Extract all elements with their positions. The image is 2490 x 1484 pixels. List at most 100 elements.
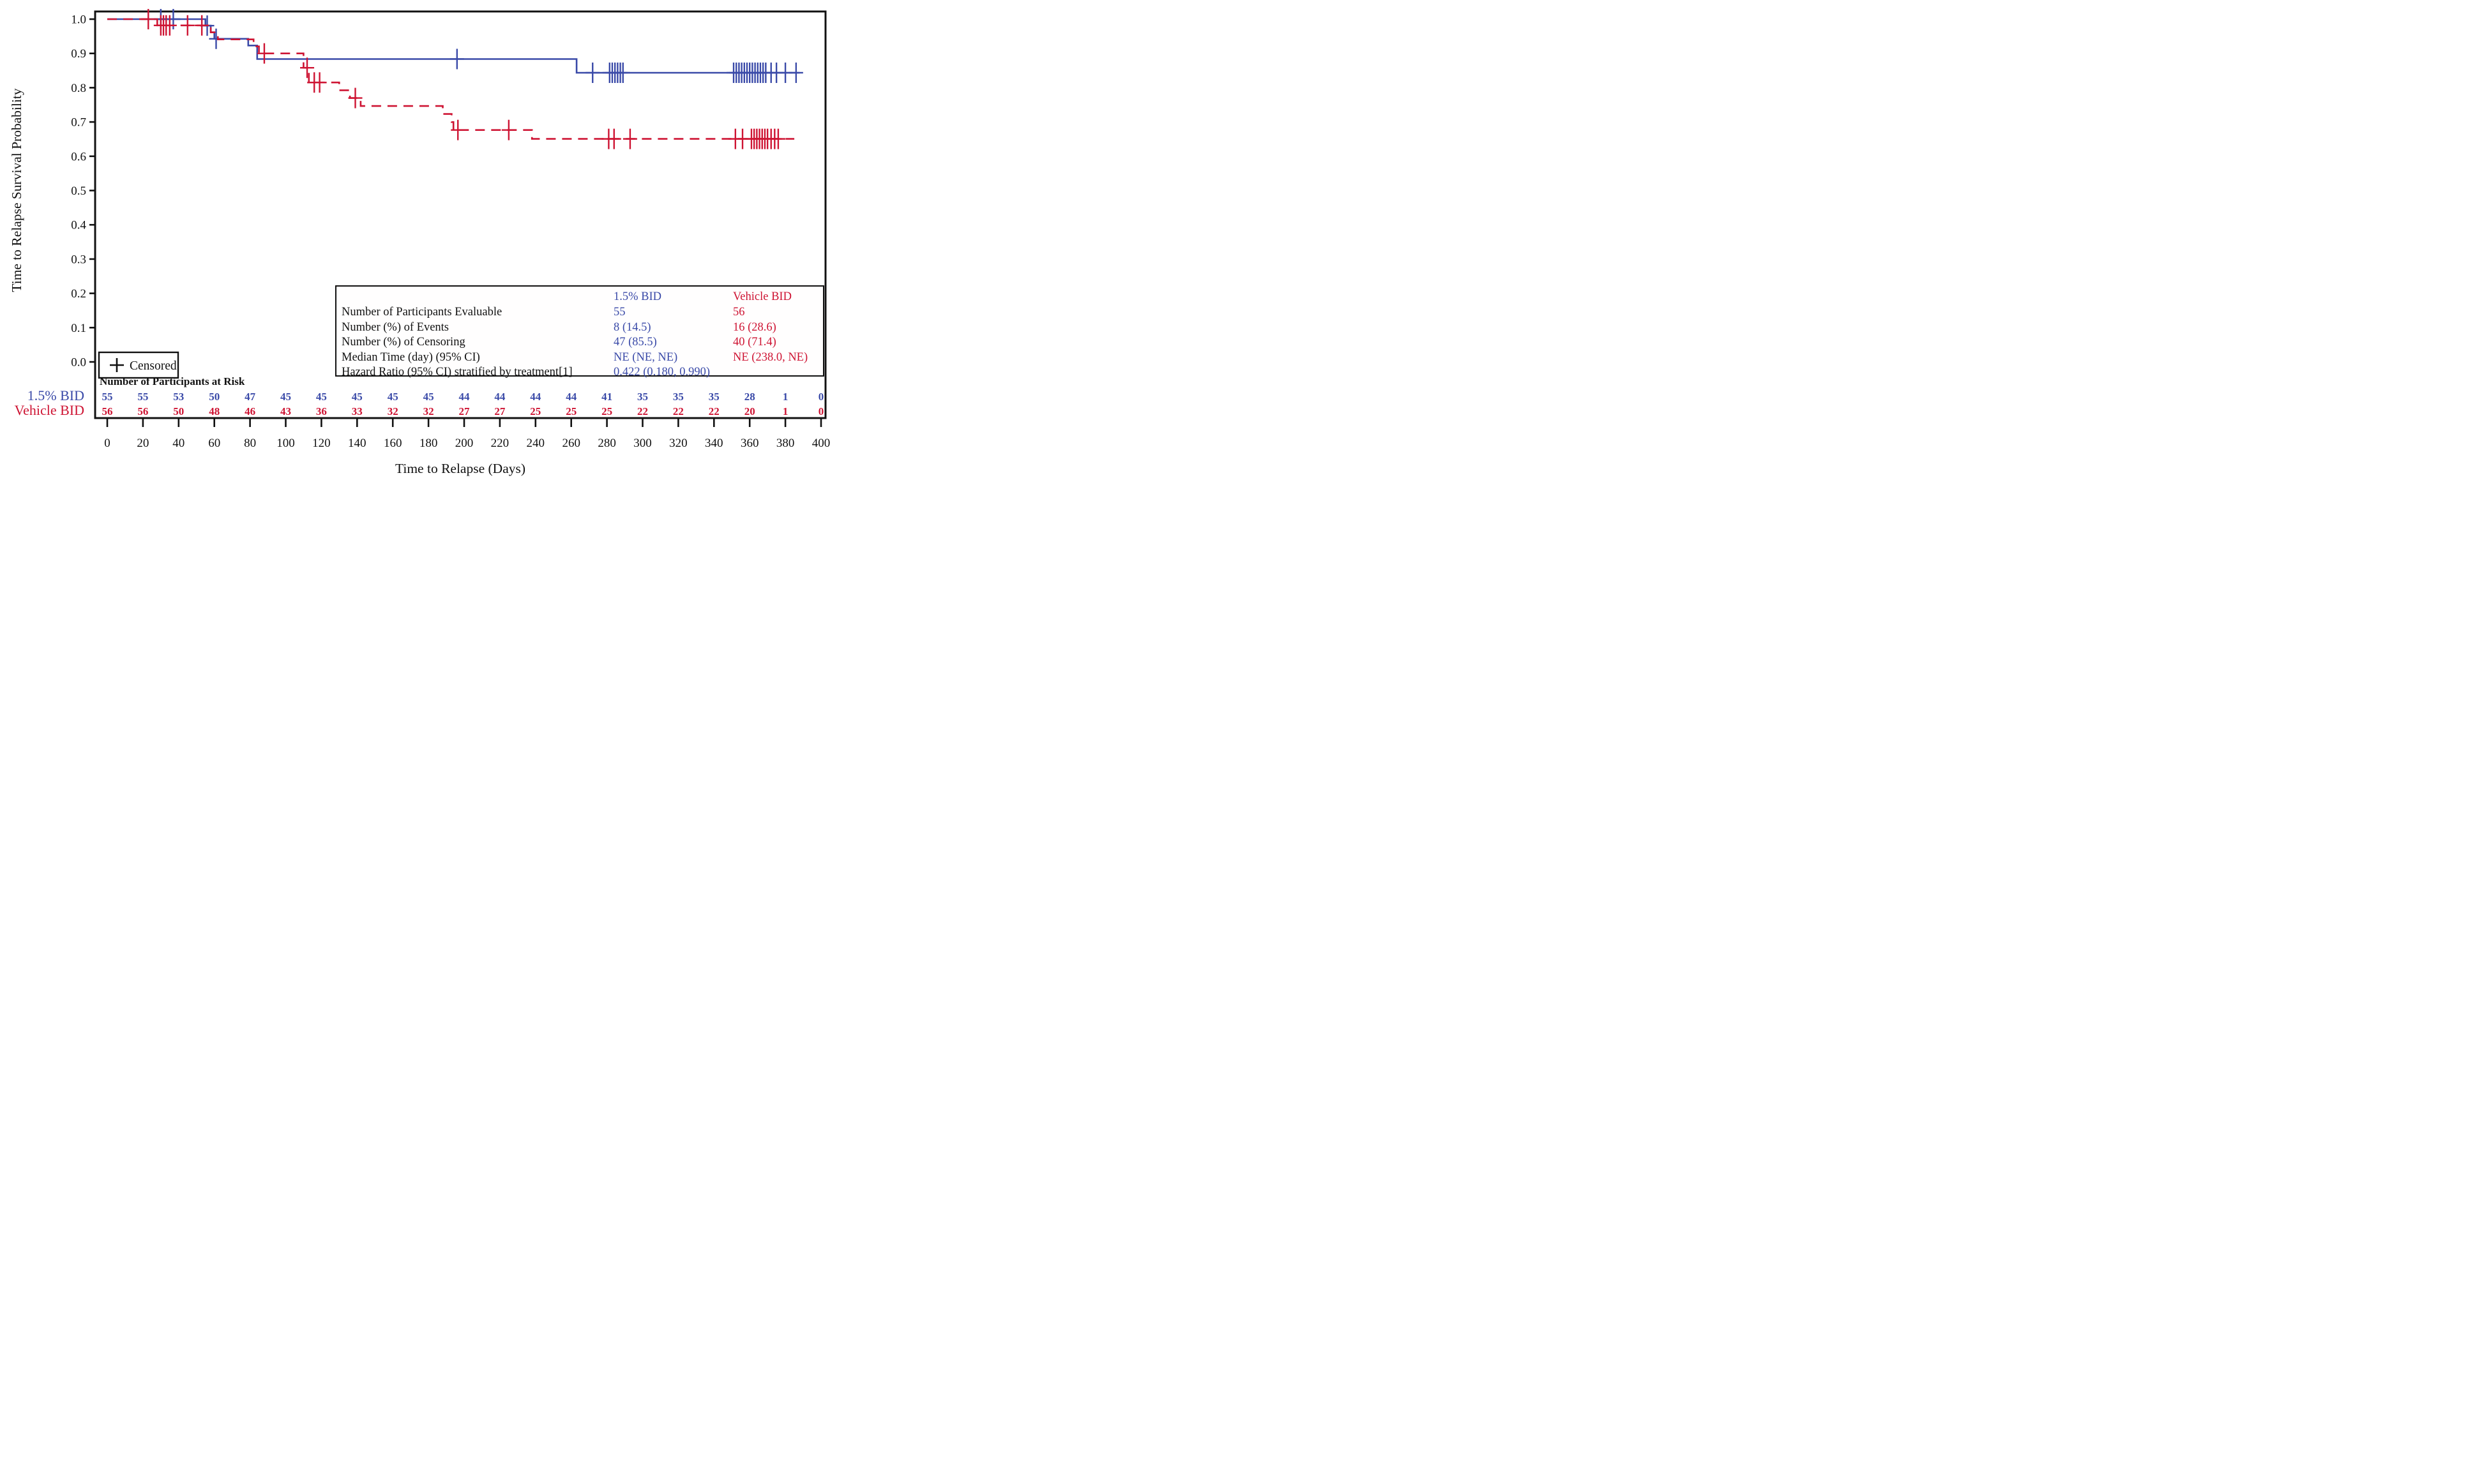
stats-value: NE (NE, NE) bbox=[614, 350, 678, 364]
x-tick-label: 40 bbox=[172, 437, 185, 450]
at-risk-value: 44 bbox=[494, 391, 506, 403]
x-tick-label: 160 bbox=[384, 437, 402, 450]
x-tick-label: 220 bbox=[491, 437, 509, 450]
at-risk-value: 22 bbox=[673, 405, 684, 417]
at-risk-value: 35 bbox=[637, 391, 648, 403]
at-risk-value: 1 bbox=[783, 405, 788, 417]
y-tick-label: 0.5 bbox=[71, 184, 86, 198]
at-risk-value: 45 bbox=[423, 391, 434, 403]
at-risk-value: 45 bbox=[352, 391, 363, 403]
at-risk-value: 53 bbox=[173, 391, 184, 403]
y-tick-label: 0.7 bbox=[71, 116, 86, 130]
at-risk-value: 50 bbox=[173, 405, 184, 417]
x-tick-label: 360 bbox=[741, 437, 759, 450]
at-risk-value: 55 bbox=[137, 391, 148, 403]
at-risk-row-label: 1.5% BID bbox=[27, 387, 84, 403]
y-tick-label: 0.3 bbox=[71, 253, 86, 266]
at-risk-value: 43 bbox=[280, 405, 291, 417]
at-risk-value: 22 bbox=[709, 405, 720, 417]
x-tick-label: 300 bbox=[633, 437, 652, 450]
km-curve-vehicle bbox=[107, 18, 795, 140]
at-risk-value: 44 bbox=[459, 391, 471, 403]
at-risk-value: 36 bbox=[316, 405, 327, 417]
y-axis-title: Time to Relapse Survival Probability bbox=[9, 88, 24, 292]
at-risk-value: 50 bbox=[209, 391, 220, 403]
x-tick-label: 340 bbox=[705, 437, 723, 450]
stats-header-treatment: 1.5% BID bbox=[614, 290, 662, 303]
stats-value: 47 (85.5) bbox=[614, 336, 657, 349]
stats-row-label: Number (%) of Censoring bbox=[342, 336, 465, 349]
x-axis-title: Time to Relapse (Days) bbox=[395, 461, 525, 476]
at-risk-value: 27 bbox=[459, 405, 471, 417]
stats-value: 40 (71.4) bbox=[733, 336, 776, 349]
at-risk-value: 47 bbox=[245, 391, 256, 403]
x-tick-label: 260 bbox=[562, 437, 580, 450]
at-risk-value: 44 bbox=[530, 391, 541, 403]
at-risk-value: 25 bbox=[566, 405, 577, 417]
y-tick-label: 0.6 bbox=[71, 150, 86, 163]
y-tick-label: 0.0 bbox=[71, 356, 86, 370]
x-tick-label: 60 bbox=[208, 437, 220, 450]
at-risk-value: 32 bbox=[423, 405, 434, 417]
x-tick-label: 140 bbox=[348, 437, 366, 450]
at-risk-value: 33 bbox=[352, 405, 363, 417]
at-risk-value: 45 bbox=[388, 391, 398, 403]
y-tick-label: 1.0 bbox=[71, 13, 86, 27]
stats-row-label: Number (%) of Events bbox=[342, 320, 449, 334]
stats-value: 55 bbox=[614, 306, 626, 319]
stats-value: 56 bbox=[733, 306, 745, 319]
y-tick-label: 0.1 bbox=[71, 322, 86, 335]
x-tick-label: 120 bbox=[312, 437, 331, 450]
at-risk-value: 35 bbox=[709, 391, 720, 403]
at-risk-value: 46 bbox=[245, 405, 255, 417]
at-risk-value: 48 bbox=[209, 405, 220, 417]
x-tick-label: 400 bbox=[812, 437, 830, 450]
at-risk-value: 41 bbox=[601, 391, 612, 403]
y-tick-label: 0.9 bbox=[71, 47, 86, 61]
y-tick-label: 0.4 bbox=[71, 219, 86, 232]
at-risk-value: 44 bbox=[566, 391, 577, 403]
x-tick-label: 320 bbox=[669, 437, 688, 450]
at-risk-value: 32 bbox=[388, 405, 398, 417]
km-plot-canvas: 0.0 0.1 0.2 0.3 0.4 0.5 0.6 0.7 0.8 0.9 1.0 0 20 40 60… bbox=[9, 9, 830, 476]
stats-header-vehicle: Vehicle BID bbox=[733, 290, 792, 303]
at-risk-value: 28 bbox=[744, 391, 755, 403]
stats-row-label: Median Time (day) (95% CI) bbox=[342, 350, 480, 364]
at-risk-value: 56 bbox=[137, 405, 148, 417]
plot-frame bbox=[94, 10, 827, 419]
at-risk-value: 22 bbox=[637, 405, 648, 417]
stats-row-label: Number of Participants Evaluable bbox=[342, 306, 502, 319]
at-risk-value: 56 bbox=[102, 405, 113, 417]
at-risk-value: 35 bbox=[673, 391, 684, 403]
x-tick-label: 0 bbox=[104, 437, 110, 450]
x-tick-label: 100 bbox=[276, 437, 295, 450]
stats-value: NE (238.0, NE) bbox=[733, 350, 808, 364]
x-tick-label: 180 bbox=[419, 437, 438, 450]
censored-legend-label: Censored bbox=[130, 359, 177, 373]
at-risk-value: 45 bbox=[280, 391, 291, 403]
stats-value: 16 (28.6) bbox=[733, 320, 776, 334]
x-tick-label: 280 bbox=[598, 437, 616, 450]
at-risk-value: 20 bbox=[744, 405, 755, 417]
x-tick-label: 380 bbox=[776, 437, 795, 450]
stats-value: 0.422 (0.180, 0.990) bbox=[614, 366, 711, 378]
stats-value: 8 (14.5) bbox=[614, 320, 651, 334]
at-risk-value: 27 bbox=[494, 405, 506, 417]
x-tick-label: 200 bbox=[455, 437, 474, 450]
at-risk-row-label: Vehicle BID bbox=[15, 402, 84, 418]
km-survival-figure: 0.0 0.1 0.2 0.3 0.4 0.5 0.6 0.7 0.8 0.9 1.0 0 20 40 60… bbox=[0, 0, 830, 495]
x-tick-label: 20 bbox=[137, 437, 149, 450]
at-risk-value: 1 bbox=[783, 391, 788, 403]
x-tick-label: 240 bbox=[527, 437, 545, 450]
x-tick-label: 80 bbox=[244, 437, 256, 450]
at-risk-header: Number of Participants at Risk bbox=[100, 375, 245, 387]
at-risk-value: 0 bbox=[819, 405, 824, 417]
at-risk-value: 45 bbox=[316, 391, 327, 403]
stats-row-label: Hazard Ratio (95% CI) stratified by trea… bbox=[342, 366, 573, 378]
at-risk-value: 25 bbox=[601, 405, 612, 417]
km-curve-treatment bbox=[107, 18, 800, 74]
summary-stats-inset: 1.5% BID Vehicle BID Number of Participa… bbox=[335, 285, 824, 378]
at-risk-value: 25 bbox=[530, 405, 541, 417]
y-tick-label: 0.2 bbox=[71, 287, 86, 301]
at-risk-value: 0 bbox=[819, 391, 824, 403]
